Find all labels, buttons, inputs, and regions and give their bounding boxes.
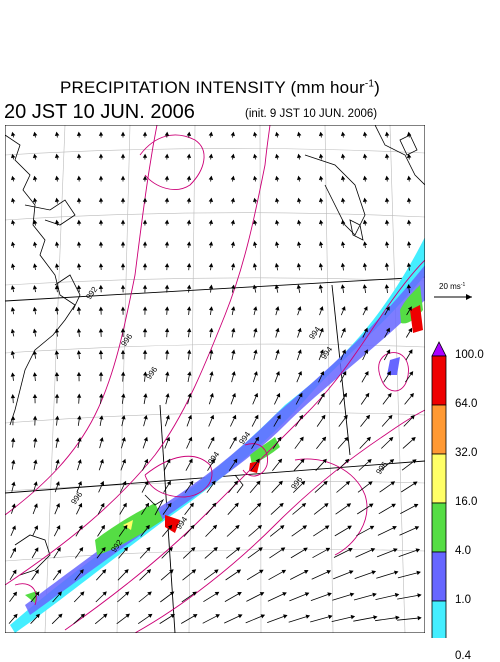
pressure-label: 996 — [289, 475, 304, 492]
colorbar-label: 1.0 — [455, 594, 471, 606]
colorbar-segment — [432, 405, 446, 454]
colorbar-segment — [432, 552, 446, 601]
init-time: (init. 9 JST 10 JUN. 2006) — [245, 108, 377, 120]
colorbar-label: 100.0 — [455, 349, 484, 361]
pressure-label: 994 — [174, 515, 189, 532]
colorbar-top-triangle — [432, 342, 446, 356]
colorbar-label: 16.0 — [455, 496, 477, 508]
pressure-label: 994 — [307, 325, 322, 342]
colorbar-label: 64.0 — [455, 398, 477, 410]
colorbar — [428, 338, 452, 638]
colorbar-segment — [432, 454, 446, 503]
colorbar-label: 32.0 — [455, 447, 477, 459]
colorbar-label: 0.4 — [455, 650, 471, 662]
colorbar-label: 4.0 — [455, 545, 471, 557]
valid-time: 20 JST 10 JUN. 2006 — [4, 101, 195, 124]
pressure-label: 994 — [206, 450, 221, 467]
wind-vectors — [9, 133, 421, 624]
latlon-grid — [5, 125, 425, 633]
title-close: ) — [374, 78, 380, 97]
pressure-label: 994 — [319, 345, 334, 362]
chart-title: PRECIPITATION INTENSITY (mm hour-1) — [0, 78, 440, 98]
pressure-label: 996 — [144, 365, 159, 382]
precipitation-band — [10, 237, 425, 633]
pressure-label: 996 — [69, 490, 84, 507]
pressure-label: 996 — [119, 332, 134, 349]
pressure-label: 996 — [374, 460, 389, 477]
title-superscript: -1 — [365, 78, 374, 89]
reference-vector: 20 ms-1 — [430, 280, 480, 310]
reference-vector-label: 20 ms-1 — [439, 282, 465, 291]
colorbar-segment — [432, 601, 446, 638]
colorbar-segment — [432, 503, 446, 552]
pressure-label: 992 — [84, 285, 99, 302]
title-text: PRECIPITATION INTENSITY (mm hour — [60, 78, 365, 97]
colorbar-segment — [432, 356, 446, 405]
